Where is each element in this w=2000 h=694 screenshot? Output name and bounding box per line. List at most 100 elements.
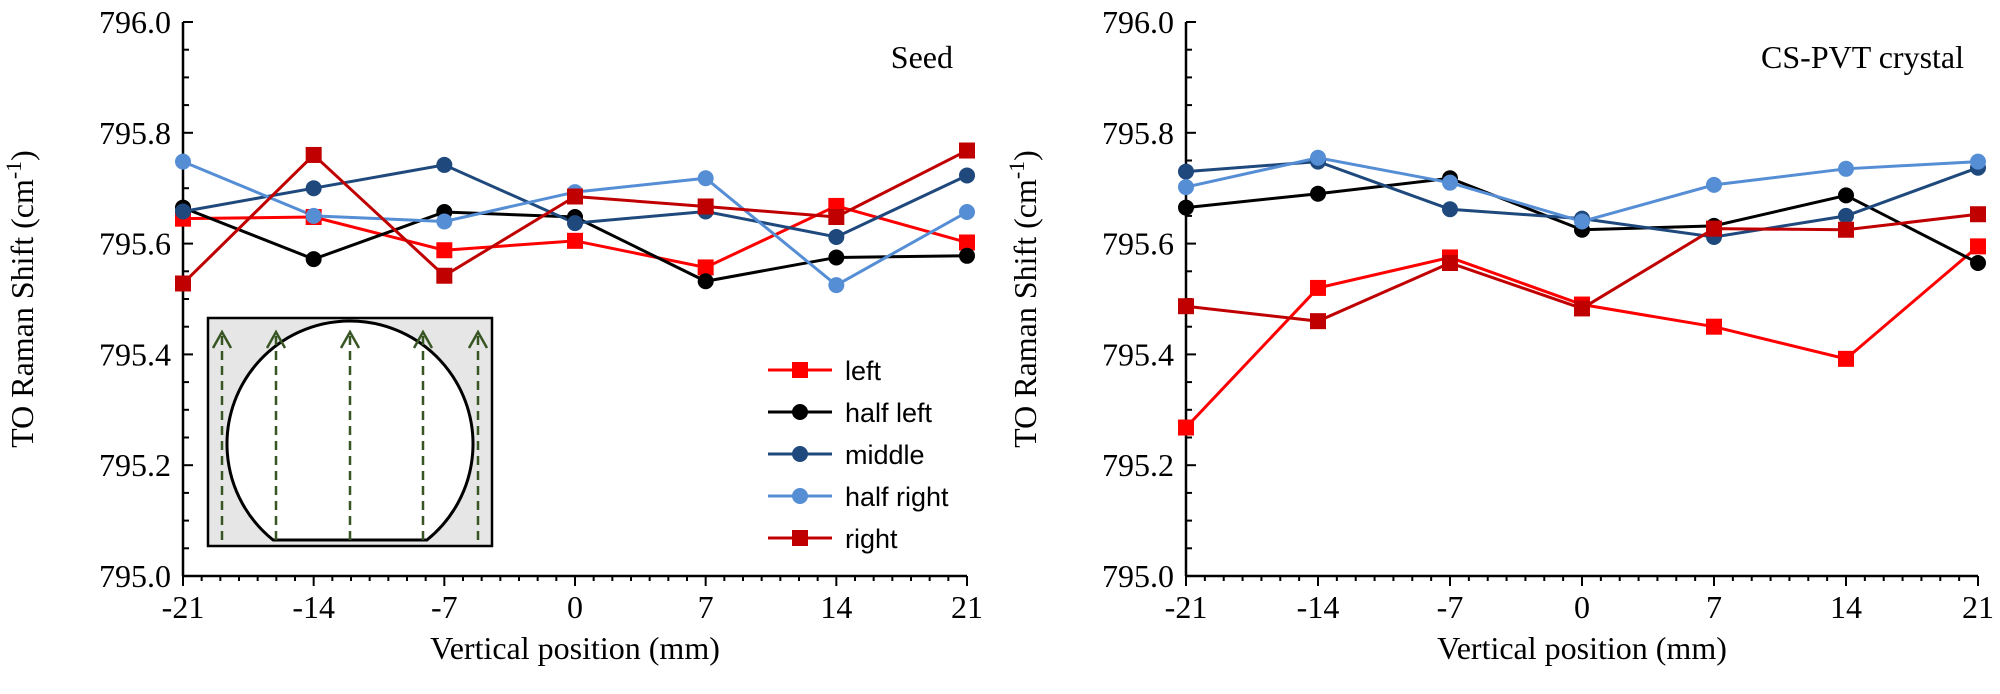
y-axis-title-close: ) [4, 150, 40, 161]
x-tick-label: 21 [1962, 589, 1994, 625]
y-axis-title-close: ) [1007, 150, 1043, 161]
x-tick-label: -21 [1165, 589, 1208, 625]
x-tick-label: 14 [1830, 589, 1862, 625]
y-tick-label: 796.0 [99, 4, 171, 40]
data-point-left [959, 234, 975, 251]
data-point-half-left [305, 251, 322, 268]
legend-label: half right [845, 482, 949, 512]
chart-panel-2: 795.0 795.2 795.4 795.6 795.8 796.0 -21 -14 -7 0 7… [1004, 4, 1994, 666]
data-point-left [567, 232, 583, 249]
data-point-half-right [1706, 176, 1722, 193]
x-tick-label: -21 [162, 589, 205, 625]
y-tick-label: 795.2 [1102, 447, 1174, 483]
y-tick-label: 795.4 [1102, 336, 1174, 372]
x-axis-title: Vertical position (mm) [430, 630, 720, 666]
x-tick-label: 14 [820, 589, 852, 625]
y-tick-label: 796.0 [1102, 4, 1174, 40]
data-point-half-right [959, 204, 975, 221]
data-point-half-right [305, 207, 322, 224]
y-axis-title: TO Raman Shift (cm-1) [1, 150, 40, 448]
data-point-half-right [1970, 153, 1986, 170]
data-point-middle [175, 203, 191, 220]
legend-label: left [845, 356, 882, 386]
data-point-right [697, 198, 714, 215]
y-tick-label: 795.0 [99, 558, 171, 594]
x-tick-label: 21 [951, 589, 983, 625]
data-point-middle [1178, 163, 1194, 180]
data-point-middle [828, 228, 845, 245]
data-point-half-left [697, 273, 714, 290]
data-point-left [697, 259, 714, 276]
y-axis-title-sup: -1 [1004, 161, 1029, 179]
data-point-middle [959, 167, 975, 184]
data-point-middle [1442, 201, 1458, 218]
data-point-right [828, 209, 845, 226]
arrow-head-icon [412, 329, 434, 349]
data-point-right [1970, 206, 1986, 223]
y-tick-label: 795.6 [99, 226, 171, 262]
inset-diagram [206, 316, 494, 548]
data-point-half-left [1178, 199, 1194, 216]
panel-label: CS-PVT crystal [1761, 39, 1964, 75]
legend: left half left middle half right right [768, 356, 949, 554]
data-point-middle [567, 215, 583, 232]
data-point-right [1178, 298, 1194, 315]
data-point-half-left [828, 249, 845, 266]
x-axis-title: Vertical position (mm) [1437, 630, 1727, 666]
y-axis-title: TO Raman Shift (cm-1) [1004, 150, 1043, 448]
data-point-left [1178, 419, 1194, 436]
data-point-right [1838, 221, 1854, 238]
data-point-right [436, 267, 453, 284]
legend-marker [792, 446, 808, 462]
data-point-half-right [697, 170, 714, 187]
data-point-half-left [1310, 185, 1326, 202]
data-point-half-left [1838, 187, 1854, 204]
y-tick-label: 795.6 [1102, 226, 1174, 262]
data-point-right [305, 146, 322, 163]
y-tick-label: 795.4 [99, 336, 171, 372]
y-axis-title-sup: -1 [1, 161, 26, 179]
data-point-half-left [959, 247, 975, 264]
legend-marker [792, 530, 808, 546]
x-tick-label: -7 [431, 589, 458, 625]
data-point-left [436, 242, 453, 259]
data-point-half-right [1574, 213, 1590, 230]
arrow-head-icon [211, 329, 233, 349]
data-point-middle [1838, 207, 1854, 224]
y-axis-title-main: TO Raman Shift (cm [4, 179, 40, 448]
x-tick-label: 7 [1706, 589, 1722, 625]
data-point-right [959, 142, 975, 159]
y-axis-title-main: TO Raman Shift (cm [1007, 179, 1043, 448]
data-point-middle [305, 180, 322, 197]
legend-label: right [845, 524, 898, 554]
x-tick-label: 0 [1574, 589, 1590, 625]
data-point-right [567, 188, 583, 205]
data-point-left [1970, 238, 1986, 255]
x-tick-label: 7 [698, 589, 714, 625]
data-point-half-right [175, 153, 191, 170]
data-point-right [1706, 220, 1722, 237]
y-tick-label: 795.8 [1102, 115, 1174, 151]
panel-label: Seed [891, 39, 953, 75]
data-point-middle [436, 156, 453, 173]
legend-marker [792, 404, 808, 420]
data-point-left [1706, 318, 1722, 335]
arrow-head-icon [339, 329, 361, 349]
legend-marker [792, 362, 808, 378]
data-point-half-right [1838, 160, 1854, 177]
data-point-half-right [828, 277, 845, 294]
data-point-half-left [1970, 254, 1986, 271]
x-tick-label: -7 [1437, 589, 1464, 625]
data-point-right [175, 275, 191, 292]
data-point-right [1310, 313, 1326, 330]
data-point-left [1310, 279, 1326, 296]
x-tick-label: -14 [292, 589, 335, 625]
data-point-half-right [436, 213, 453, 230]
legend-label: middle [845, 440, 925, 470]
data-point-half-right [1310, 149, 1326, 166]
arrow-head-icon [467, 329, 489, 349]
data-point-left [1838, 350, 1854, 367]
y-tick-label: 795.2 [99, 447, 171, 483]
